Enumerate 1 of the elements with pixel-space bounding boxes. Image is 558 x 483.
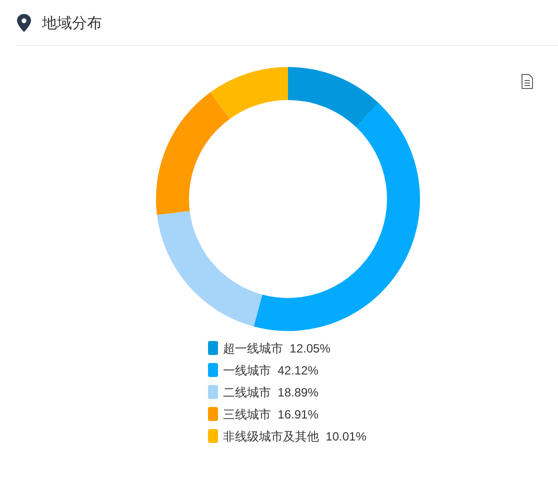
title: 地域分布 [42, 15, 102, 32]
